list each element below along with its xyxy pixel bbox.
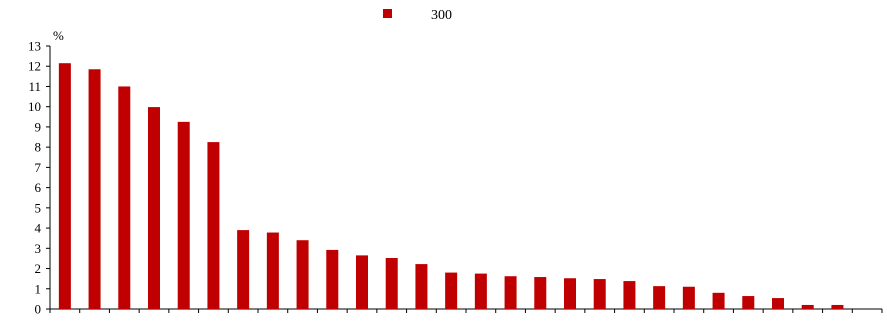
bar	[682, 286, 695, 309]
bar	[148, 107, 160, 309]
bars	[58, 63, 844, 310]
bar	[801, 304, 814, 309]
bar	[385, 258, 398, 309]
y-tick-label: 13	[28, 39, 41, 54]
bar	[266, 232, 279, 309]
bar	[831, 304, 844, 309]
bar	[623, 281, 636, 309]
y-tick-label: 8	[35, 140, 42, 155]
y-tick-label: 7	[35, 160, 42, 175]
y-tick-label: 10	[28, 99, 41, 114]
bar	[177, 121, 190, 309]
y-tick-label: 5	[35, 200, 42, 215]
legend-swatch	[383, 9, 392, 18]
bar	[296, 240, 309, 309]
bar	[445, 272, 458, 309]
bar	[564, 278, 576, 309]
bar	[237, 230, 250, 309]
bar	[653, 286, 666, 309]
y-tick-label: 0	[35, 302, 42, 317]
y-tick-label: 3	[35, 241, 42, 256]
y-tick-label: 4	[35, 221, 42, 236]
y-tick-label: 11	[28, 79, 41, 94]
bar	[504, 276, 517, 309]
bar	[356, 255, 368, 309]
y-tick-label: 6	[35, 180, 42, 195]
bar	[58, 63, 71, 310]
bar	[593, 279, 606, 309]
bar	[118, 86, 131, 309]
y-tick-label: 2	[35, 261, 42, 276]
bar	[415, 264, 428, 309]
y-axis-unit-label: %	[53, 28, 64, 43]
y-tick-label: 9	[35, 119, 42, 134]
y-tick-label: 1	[35, 281, 42, 296]
y-tick-label: 12	[28, 59, 41, 74]
legend-label: 300	[431, 8, 452, 23]
bar	[207, 142, 220, 309]
bar	[772, 298, 784, 309]
legend: 300	[383, 8, 452, 23]
bar	[534, 277, 547, 309]
bar	[474, 273, 487, 309]
bar	[326, 249, 339, 309]
bar	[712, 292, 725, 309]
bar	[88, 69, 101, 309]
x-axis	[49, 308, 883, 313]
bar	[742, 296, 755, 309]
